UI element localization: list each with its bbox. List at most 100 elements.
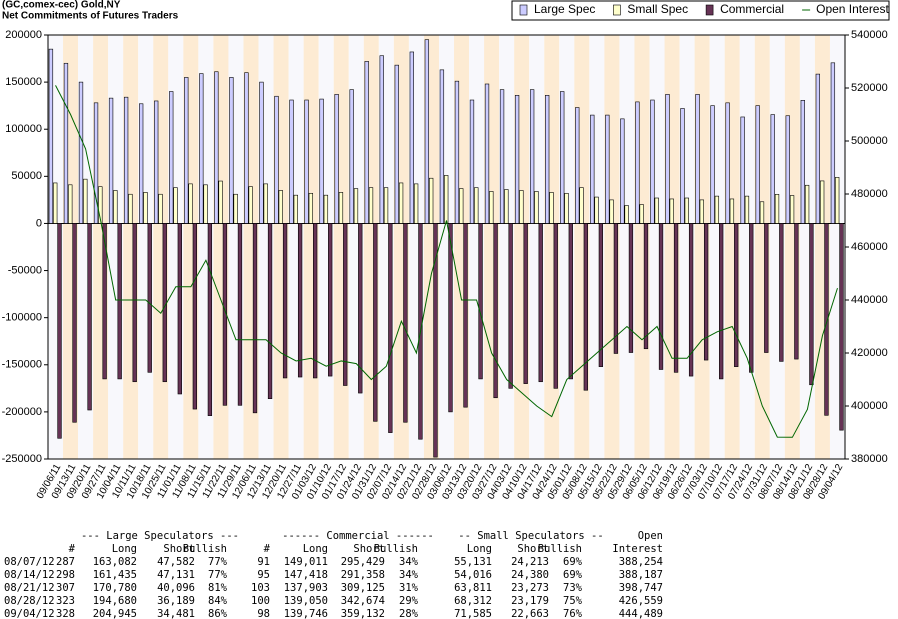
bar (499, 89, 505, 224)
bar (237, 223, 243, 406)
bar (158, 193, 163, 224)
table-cell: 388,187 (619, 569, 663, 581)
bar (789, 195, 795, 224)
table-cell: 34% (399, 569, 419, 581)
table-cell: 63,811 (454, 582, 492, 594)
bar (293, 194, 298, 224)
bar (719, 223, 724, 380)
bar (169, 91, 174, 224)
table-cell: 54,016 (454, 569, 492, 581)
bar (429, 177, 434, 224)
bar (102, 223, 107, 380)
bar (785, 115, 790, 224)
bar (398, 182, 404, 224)
bar (725, 102, 730, 224)
bar (658, 223, 664, 370)
table-cell: 08/21/12 (4, 582, 55, 594)
chart-subtitle: Net Commitments of Futures Traders (2, 11, 179, 22)
table-cell: 342,674 (341, 595, 385, 607)
table-cell: 47,131 (157, 569, 195, 581)
table-group: --- Large Speculators --- (81, 530, 239, 542)
y2-tick-label: 400000 (851, 400, 888, 412)
table-cell: 163,082 (93, 556, 137, 568)
bar (564, 192, 569, 224)
bar (184, 77, 189, 224)
y2-tick-label: 380000 (851, 453, 888, 465)
bar (297, 223, 303, 378)
table-column: Bullish (374, 543, 418, 555)
bar (93, 102, 99, 224)
bar (192, 223, 198, 410)
bar (568, 223, 573, 380)
legend-swatch (519, 4, 528, 16)
table-column: Short (163, 543, 195, 555)
bar (560, 91, 565, 224)
bar (328, 223, 333, 377)
legend-box (511, 0, 890, 21)
bar (493, 223, 498, 399)
table-cell: 31% (399, 582, 419, 594)
bar (282, 223, 288, 379)
table-cell: 08/28/12 (4, 595, 55, 607)
bar (53, 182, 58, 224)
table-column: Bullish (538, 543, 582, 555)
bar (463, 223, 468, 408)
table-cell: 291,358 (341, 569, 385, 581)
table-cell: 40,096 (157, 582, 195, 594)
y-tick-label: -200000 (2, 406, 42, 418)
table-cell: 309,125 (341, 582, 385, 594)
bar (624, 205, 629, 224)
bar (413, 183, 419, 224)
y-tick-label: 50000 (11, 170, 42, 182)
table-column: # (264, 543, 271, 555)
bar (459, 188, 464, 224)
y2-tick-label: 480000 (851, 188, 888, 200)
bar (454, 80, 460, 224)
bar (263, 183, 268, 224)
bar (605, 114, 610, 224)
bar (349, 89, 354, 224)
table-cell: 86% (208, 608, 228, 619)
table-cell: 69% (563, 556, 583, 568)
bar (729, 198, 735, 224)
table-cell: 139,050 (284, 595, 328, 607)
bar (424, 39, 430, 224)
bar (594, 196, 599, 224)
bar (598, 223, 604, 367)
table-column: Short (517, 543, 549, 555)
bar (710, 105, 715, 224)
table-cell: 139,746 (284, 608, 328, 619)
bar (252, 223, 258, 414)
table-cell: 161,435 (93, 569, 137, 581)
bar (379, 55, 384, 224)
legend-label: Small Spec (627, 2, 688, 16)
y2-tick-label: 520000 (851, 82, 888, 94)
bar (553, 223, 558, 389)
bar (579, 187, 584, 224)
bar (830, 62, 836, 224)
bar (203, 184, 208, 224)
table-group: Open (638, 530, 663, 542)
table-cell: 84% (208, 595, 228, 607)
bar (177, 223, 182, 395)
bar (583, 223, 588, 391)
bar (147, 223, 152, 373)
table-cell: 08/14/12 (4, 569, 55, 581)
y-tick-label: -250000 (2, 453, 42, 465)
bar (680, 108, 685, 224)
table-cell: 98 (257, 608, 270, 619)
bar (538, 223, 543, 383)
y-tick-label: -150000 (2, 359, 42, 371)
table-cell: 328 (56, 608, 75, 619)
y2-tick-label: 440000 (851, 294, 888, 306)
bar (308, 192, 314, 224)
table-cell: 295,429 (341, 556, 385, 568)
bar (319, 98, 324, 224)
table-cell: 359,132 (341, 608, 385, 619)
bar (267, 223, 273, 399)
table-cell: 307 (56, 582, 75, 594)
table-column: # (69, 543, 76, 555)
table-cell: 24,380 (511, 569, 549, 581)
